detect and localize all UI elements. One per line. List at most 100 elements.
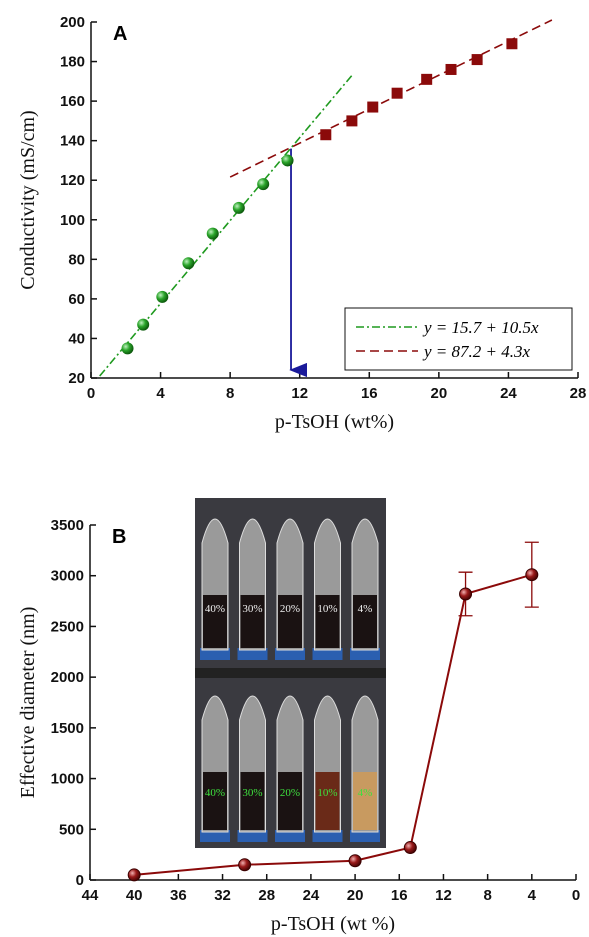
vial-liquid <box>278 772 302 830</box>
legend-box <box>344 307 573 371</box>
vial-cap <box>200 830 230 842</box>
x-tick-label: 20 <box>431 385 448 402</box>
vial-cap <box>275 830 305 842</box>
point <box>206 227 219 240</box>
point <box>391 87 403 99</box>
y-tick-label: 120 <box>60 172 85 189</box>
point <box>346 115 358 127</box>
point <box>238 858 252 872</box>
panel-label: B <box>112 526 126 548</box>
x-tick-label: 16 <box>361 385 378 402</box>
vial-cap <box>237 830 268 842</box>
point <box>137 318 150 331</box>
vial-liquid <box>353 595 377 648</box>
y-axis-title: Effective diameter (nm) <box>17 607 39 799</box>
x-tick-label: 12 <box>435 887 452 904</box>
x-tick-label: 16 <box>391 887 408 904</box>
vial-cap <box>312 830 343 842</box>
x-axis-title: p-TsOH (wt%) <box>275 411 394 433</box>
x-tick-label: 36 <box>170 887 187 904</box>
point <box>459 587 473 601</box>
point <box>445 63 457 75</box>
legend-label: y = 87.2 + 4.3x <box>422 342 530 361</box>
point <box>320 129 332 141</box>
x-tick-label: 24 <box>500 385 517 402</box>
y-tick-label: 3500 <box>51 517 84 534</box>
x-tick-label: 8 <box>483 887 491 904</box>
point <box>471 54 483 66</box>
inset-label: 10% <box>317 787 337 799</box>
point <box>127 868 141 882</box>
inset-label: 40% <box>205 603 225 615</box>
vial-cap <box>275 648 305 660</box>
legend-label: y = 15.7 + 10.5x <box>422 318 539 337</box>
point <box>257 178 270 191</box>
x-tick-label: 40 <box>126 887 143 904</box>
vial-liquid <box>240 595 265 648</box>
point <box>506 38 518 50</box>
x-tick-label: 44 <box>82 887 99 904</box>
vial-cap <box>350 830 380 842</box>
point <box>121 342 134 355</box>
photo-divider <box>195 668 386 678</box>
point <box>403 841 417 855</box>
inset-label: 10% <box>317 603 337 615</box>
vial-cap <box>312 648 343 660</box>
y-tick-label: 1000 <box>51 771 84 788</box>
point <box>348 854 362 868</box>
inset-label: 20% <box>280 787 300 799</box>
series-line <box>134 573 533 876</box>
y-tick-label: 2500 <box>51 618 84 635</box>
y-tick-label: 180 <box>60 54 85 71</box>
y-tick-label: 500 <box>59 821 84 838</box>
y-axis-title: Conductivity (mS/cm) <box>17 110 39 289</box>
inset-label: 30% <box>242 787 262 799</box>
y-tick-label: 60 <box>68 291 85 308</box>
inset-photo: 40% 40% 30% 30% 20% 20% 10% 10% 4% 4% <box>195 498 386 848</box>
x-tick-label: 28 <box>258 887 275 904</box>
vial-liquid <box>278 595 302 648</box>
vial-liquid <box>203 772 227 830</box>
y-tick-label: 40 <box>68 330 85 347</box>
x-tick-label: 32 <box>214 887 231 904</box>
x-tick-label: 8 <box>226 385 234 402</box>
point <box>367 101 379 113</box>
y-tick-label: 0 <box>76 872 84 889</box>
x-tick-label: 0 <box>572 887 580 904</box>
y-tick-label: 140 <box>60 133 85 150</box>
x-tick-label: 4 <box>156 385 165 402</box>
x-tick-label: 28 <box>570 385 587 402</box>
vial-liquid <box>240 772 265 830</box>
y-tick-label: 2000 <box>51 669 84 686</box>
inset-label: 20% <box>280 603 300 615</box>
x-tick-label: 0 <box>87 385 95 402</box>
vial-liquid <box>203 595 227 648</box>
inset-label: 4% <box>358 787 373 799</box>
point <box>182 257 195 270</box>
x-tick-label: 20 <box>347 887 364 904</box>
vial-cap <box>200 648 230 660</box>
fit-line <box>99 74 353 377</box>
fit-line <box>229 19 553 178</box>
x-tick-label: 12 <box>291 385 308 402</box>
vial-liquid <box>315 772 340 830</box>
panel-label: A <box>113 23 127 45</box>
inset-label: 40% <box>205 787 225 799</box>
y-tick-label: 3000 <box>51 568 84 585</box>
vial-liquid <box>315 595 340 648</box>
inset-label: 4% <box>358 603 373 615</box>
y-tick-label: 100 <box>60 212 85 229</box>
x-axis-title: p-TsOH (wt %) <box>271 913 395 935</box>
y-tick-label: 1500 <box>51 720 84 737</box>
inset-label: 30% <box>242 603 262 615</box>
point <box>525 568 539 582</box>
point <box>156 290 169 303</box>
y-tick-label: 160 <box>60 93 85 110</box>
point <box>232 201 245 214</box>
y-tick-label: 200 <box>60 14 85 31</box>
vial-cap <box>237 648 268 660</box>
y-tick-label: 80 <box>68 251 85 268</box>
x-tick-label: 24 <box>303 887 320 904</box>
point <box>281 154 294 167</box>
